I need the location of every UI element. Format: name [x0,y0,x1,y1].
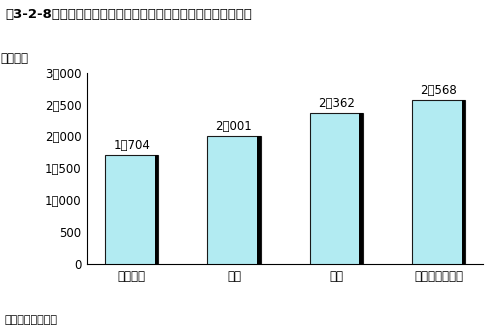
Bar [360,113,363,264]
Text: 2，568: 2，568 [420,84,457,97]
Bar [105,155,158,264]
Text: 2，001: 2，001 [216,120,252,133]
Bar [207,136,260,264]
Bar [257,136,260,264]
Text: 第3-2-8図　国立大学等と民間等との共同研究の実施件数の推移: 第3-2-8図 国立大学等と民間等との共同研究の実施件数の推移 [5,8,252,21]
Text: 2，362: 2，362 [318,97,355,110]
Text: 資料：文部省調べ: 資料：文部省調べ [5,315,58,325]
Text: （件数）: （件数） [0,52,28,65]
Text: 1，704: 1，704 [113,139,150,152]
Bar [412,100,465,264]
Bar [462,100,465,264]
Bar [310,113,363,264]
Bar [155,155,158,264]
